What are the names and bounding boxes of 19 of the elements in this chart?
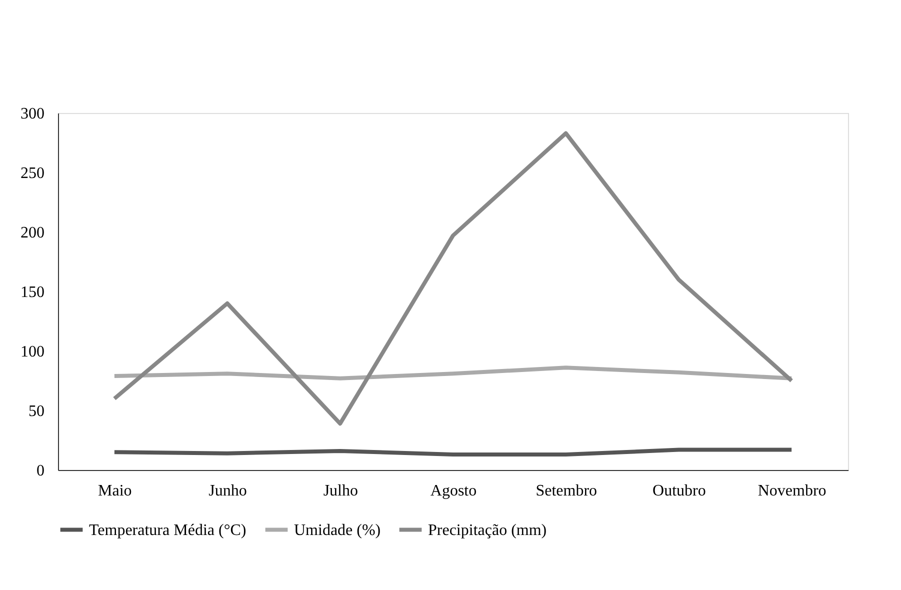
y-tick-label: 0	[36, 462, 44, 480]
y-tick-label: 200	[20, 224, 44, 242]
legend-label: Precipitação (mm)	[428, 522, 547, 539]
legend-label: Umidade (%)	[294, 522, 381, 539]
x-tick-label: Agosto	[430, 482, 477, 500]
y-tick-label: 300	[20, 106, 44, 122]
x-tick-label: Setembro	[536, 482, 598, 500]
x-tick-label: Outubro	[652, 482, 706, 500]
line-series	[112, 131, 794, 426]
line-series	[112, 366, 794, 380]
legend-label: Temperatura Média (°C)	[89, 522, 246, 539]
x-tick-label: Julho	[323, 482, 358, 500]
x-tick-label: Maio	[98, 482, 132, 500]
y-tick-label: 100	[20, 344, 44, 360]
y-tick-label: 250	[20, 165, 44, 182]
x-tick-label: Junho	[208, 482, 247, 500]
y-tick-label: 150	[20, 284, 44, 301]
y-tick-label: 50	[28, 403, 44, 420]
x-tick-label: Novembro	[758, 482, 826, 500]
